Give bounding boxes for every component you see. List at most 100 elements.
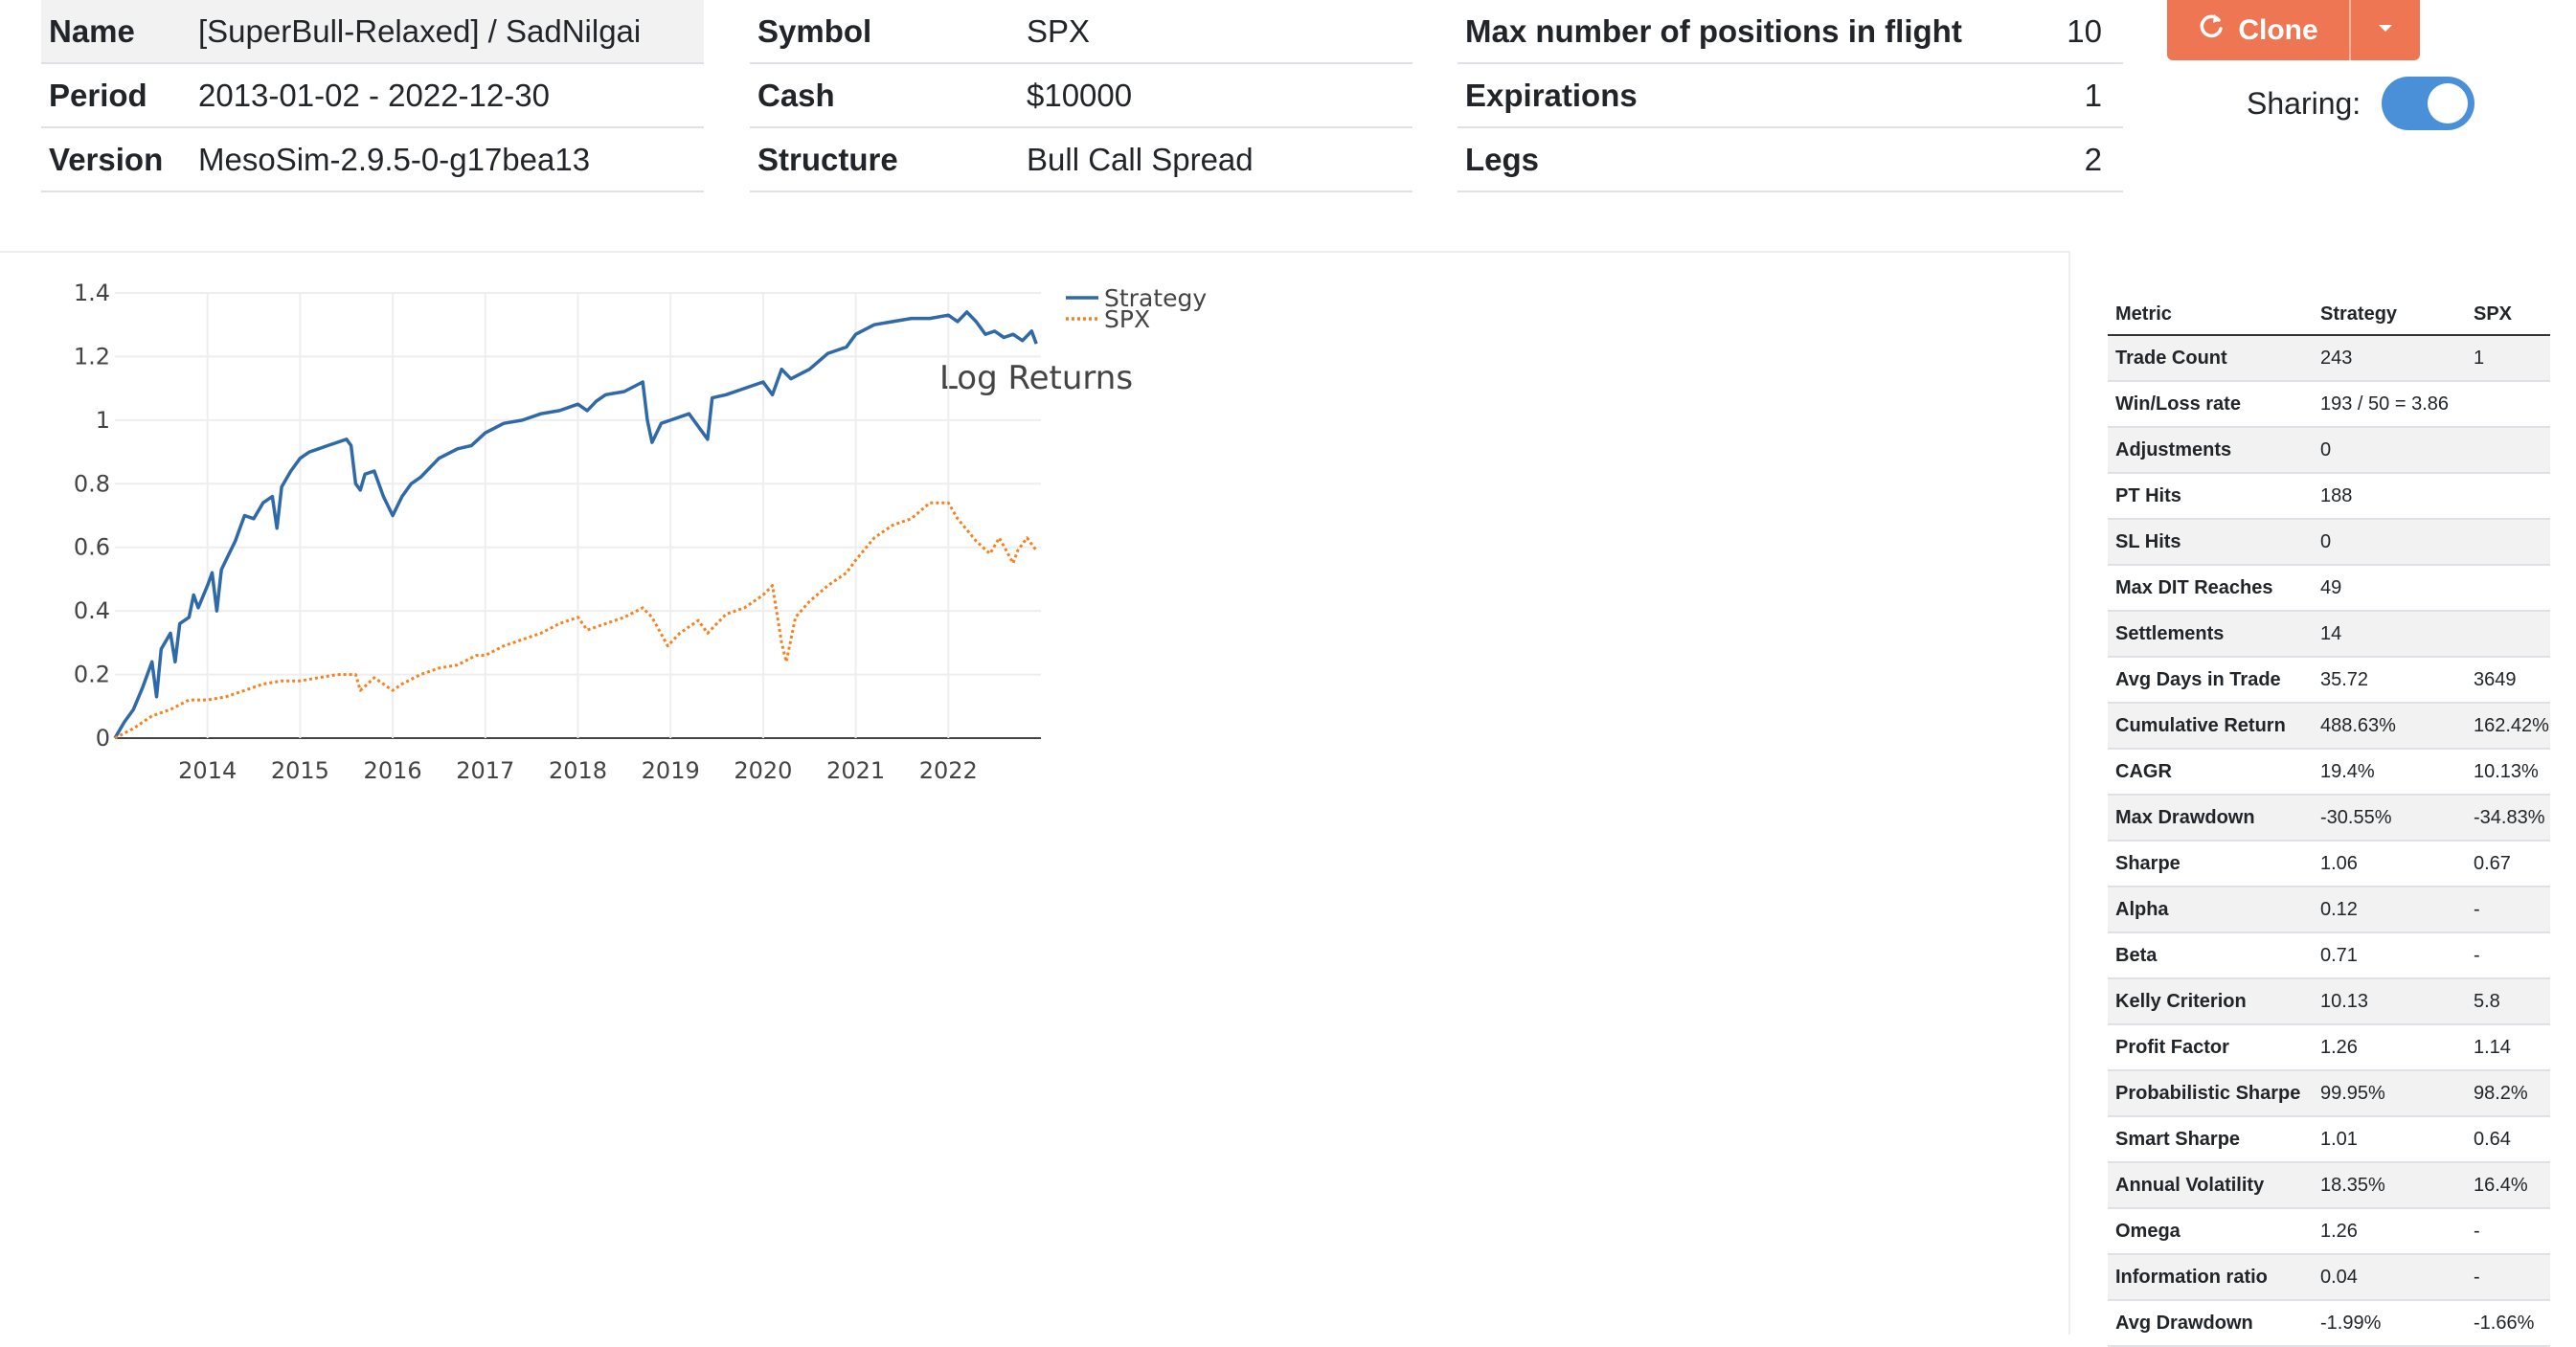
y-tick-label: 0.2 <box>74 662 110 688</box>
metric-spx-value: -1.66% <box>2466 1300 2550 1347</box>
metric-strategy-value: 18.35% <box>2313 1162 2466 1209</box>
metric-strategy-value: 0.12 <box>2313 887 2466 933</box>
y-axis-ticks: 0 0.2 0.4 0.6 0.8 1 1.2 1.4 <box>74 280 110 752</box>
caret-down-icon <box>2377 22 2394 39</box>
metric-strategy-value: 188 <box>2313 473 2466 520</box>
clone-label: Clone <box>2238 13 2318 46</box>
metric-row: Alpha 0.12- <box>2108 887 2550 933</box>
metric-name: Smart Sharpe <box>2108 1116 2313 1163</box>
y-tick-label: 0.8 <box>74 470 110 497</box>
metric-spx-value: 5.8 <box>2466 978 2550 1025</box>
clone-dropdown-toggle[interactable] <box>2349 0 2420 60</box>
series-lines <box>113 310 1038 740</box>
metric-strategy-value: 1.01 <box>2313 1116 2466 1163</box>
strategy-column-header: Strategy <box>2313 294 2466 336</box>
metric-strategy-value: 99.95% <box>2313 1070 2466 1117</box>
log-returns-chart[interactable]: Log Returns 00.20.40.60.811.21.4 2014 201… <box>0 253 2068 1335</box>
clone-button[interactable]: Clone <box>2167 0 2349 60</box>
metric-name: Avg Days in Trade <box>2108 657 2313 704</box>
metric-spx-value: 10.13% <box>2466 749 2550 796</box>
metric-name: Kelly Criterion <box>2108 978 2313 1025</box>
info-key: Structure <box>750 127 1019 192</box>
metric-spx-value: 98.2% <box>2466 1070 2550 1117</box>
metric-spx-value: - <box>2466 1208 2550 1255</box>
metric-spx-value <box>2466 519 2550 566</box>
y-tick-label: 1 <box>96 407 110 434</box>
metric-spx-value <box>2466 473 2550 520</box>
metric-name: Sharpe <box>2108 841 2313 887</box>
metric-spx-value <box>2466 381 2550 428</box>
metric-row: Max DIT Reaches 49 <box>2108 565 2550 612</box>
metric-strategy-value: 488.63% <box>2313 703 2466 750</box>
metric-spx-value: - <box>2466 932 2550 979</box>
metrics-table: Metric Strategy SPX Trade Count 243 1 Win/L… <box>2108 294 2550 1347</box>
metric-strategy-value: 193 / 50 = 3.86 <box>2313 381 2466 428</box>
metric-strategy-value: 19.4% <box>2313 749 2466 796</box>
backtest-info-table-3: Max number of positions in flight 10 Exp… <box>1457 0 2123 192</box>
backtest-info-table-2: Symbol SPX Cash $10000 Structure Bull Ca… <box>750 0 1412 192</box>
sharing-toggle[interactable] <box>2382 77 2475 130</box>
header-divider <box>0 251 2068 253</box>
x-tick-label: 2014 <box>178 757 237 784</box>
metric-spx-value: 162.42% <box>2466 703 2550 750</box>
metric-row: Probabilistic Sharpe 99.95% 98.2% <box>2108 1070 2550 1117</box>
x-tick-label: 2017 <box>456 757 514 784</box>
metric-row: Settlements 14 <box>2108 611 2550 658</box>
metric-spx-value: - <box>2466 887 2550 933</box>
x-gridlines <box>206 293 950 738</box>
x-tick-label: 2019 <box>642 757 700 784</box>
metric-row: Omega 1.26- <box>2108 1208 2550 1255</box>
metric-name: Probabilistic Sharpe <box>2108 1070 2313 1117</box>
refresh-icon <box>2198 12 2225 49</box>
metric-name: Cumulative Return <box>2108 703 2313 750</box>
series-line-spx[interactable] <box>114 501 1038 740</box>
metric-strategy-value: -1.99% <box>2313 1300 2466 1347</box>
metric-name: Trade Count <box>2108 335 2313 382</box>
legend-label-strategy: Strategy <box>1104 284 1207 312</box>
sharing-label: Sharing: <box>2247 85 2361 121</box>
x-tick-label: 2021 <box>826 757 885 784</box>
metric-strategy-value: 0 <box>2313 427 2466 474</box>
metric-row: Cumulative Return 488.63% 162.42% <box>2108 703 2550 750</box>
metric-spx-value: 0.64 <box>2466 1116 2550 1163</box>
metric-row: Win/Loss rate 193 / 50 = 3.86 <box>2108 381 2550 428</box>
x-tick-label: 2016 <box>364 757 422 784</box>
metric-row: PT Hits 188 <box>2108 473 2550 520</box>
info-key: Period <box>41 63 191 128</box>
metric-row: CAGR 19.4% 10.13% <box>2108 749 2550 796</box>
y-tick-label: 0.4 <box>74 597 110 624</box>
info-value: 1 <box>2037 63 2123 128</box>
legend-label-spx: SPX <box>1104 305 1150 333</box>
metric-strategy-value: 0.04 <box>2313 1254 2466 1301</box>
x-tick-label: 2015 <box>271 757 329 784</box>
metric-spx-value: 3649 <box>2466 657 2550 704</box>
metric-row: SL Hits 0 <box>2108 519 2550 566</box>
toggle-knob <box>2428 83 2469 123</box>
info-row-name: Name [SuperBull-Relaxed] / SadNilgai <box>41 0 704 64</box>
metric-spx-value <box>2466 565 2550 612</box>
y-tick-label: 1.2 <box>74 343 110 370</box>
metric-row: Beta 0.71- <box>2108 932 2550 979</box>
info-value: 2013-01-02 - 2022-12-30 <box>191 63 704 128</box>
metric-name: Max DIT Reaches <box>2108 565 2313 612</box>
info-row-expirations: Expirations 1 <box>1457 63 2123 128</box>
metric-name: PT Hits <box>2108 473 2313 520</box>
metric-name: Adjustments <box>2108 427 2313 474</box>
info-row-version: Version MesoSim-2.9.5-0-g17bea13 <box>41 127 704 192</box>
metric-name: CAGR <box>2108 749 2313 796</box>
info-key: Expirations <box>1457 63 2037 128</box>
metric-name: Max Drawdown <box>2108 795 2313 842</box>
x-tick-label: 2022 <box>919 757 978 784</box>
metric-name: Annual Volatility <box>2108 1162 2313 1209</box>
metric-name: Alpha <box>2108 887 2313 933</box>
info-value: SPX <box>1019 0 1412 64</box>
metric-row: Information ratio 0.04- <box>2108 1254 2550 1301</box>
metric-row: Smart Sharpe 1.01 0.64 <box>2108 1116 2550 1163</box>
metric-spx-value: - <box>2466 1254 2550 1301</box>
metric-name: Profit Factor <box>2108 1024 2313 1071</box>
x-axis-ticks: 2014 2015 2016 2017 2018 2019 2020 2021 2022 <box>178 757 978 784</box>
y-tick-label: 0 <box>96 725 110 752</box>
info-key: Cash <box>750 63 1019 128</box>
series-line-strategy[interactable] <box>113 310 1038 739</box>
